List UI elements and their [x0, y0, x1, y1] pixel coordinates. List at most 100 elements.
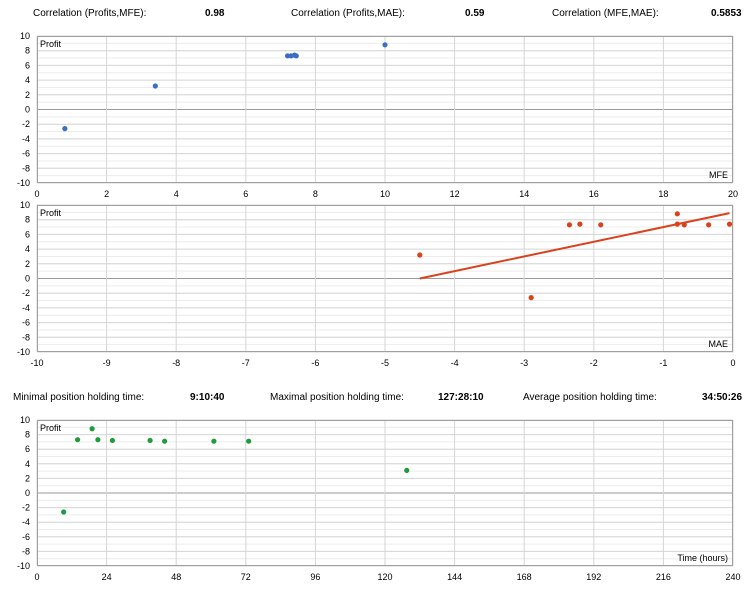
mfe-chart-x-tick-label: 6	[243, 189, 248, 199]
time-chart-x-tick-label: 96	[310, 572, 320, 582]
mfe-chart-point	[152, 83, 158, 89]
mfe-chart-y-tick-label: -6	[22, 149, 30, 159]
corr-profit-mae-value: 0.59	[465, 8, 485, 19]
mfe-chart-point	[293, 53, 299, 59]
mae-chart-x-tick-label: -6	[311, 358, 319, 368]
mae-chart-y-tick-label: 8	[25, 215, 30, 225]
mae-chart-point	[681, 222, 687, 228]
mfe-chart-y-tick-label: 2	[25, 90, 30, 100]
mae-chart-y-tick-label: 6	[25, 229, 30, 239]
corr-profit-mfe-value: 0.98	[205, 8, 225, 19]
mae-chart-point	[566, 222, 573, 228]
mae-chart-x-tick-label: -8	[172, 358, 180, 368]
time-chart-point	[147, 437, 153, 444]
mae-chart-point	[598, 222, 604, 228]
mfe-chart-x-tick-label: 16	[589, 189, 599, 199]
mfe-chart-x-tick-label: 4	[174, 189, 179, 199]
mfe-chart-y-tick-label: 4	[25, 75, 30, 85]
mae-chart-y-tick-label: 0	[25, 274, 30, 284]
mfe-chart-point	[62, 126, 68, 132]
time-chart-x-tick-label: 168	[517, 572, 532, 582]
mae-chart-point	[674, 211, 680, 217]
mae-chart-y-tick-label: 4	[25, 244, 30, 254]
min-holding-label: Minimal position holding time:	[13, 392, 145, 403]
corr-profit-mae-label: Correlation (Profits,MAE):	[291, 8, 405, 19]
mae-chart-x-tick-label: -9	[103, 358, 111, 368]
mae-chart-x-tick-label: -2	[590, 358, 598, 368]
time-chart-y-tick-label: 4	[25, 459, 30, 469]
mfe-chart-x-tick-label: 12	[450, 189, 460, 199]
mae-chart-x-tick-label: -10	[30, 358, 43, 368]
mfe-chart-y-tick-label: -2	[22, 119, 30, 129]
mae-chart-x-tick-label: -3	[520, 358, 528, 368]
time-chart-y-tick-label: 8	[25, 430, 30, 440]
time-chart-x-tick-label: 120	[377, 572, 392, 582]
max-holding-label: Maximal position holding time:	[270, 392, 404, 403]
holding-time-stats: Minimal position holding time: 9:10:40 M…	[0, 390, 754, 408]
time-chart-x-tick-label: 144	[447, 572, 462, 582]
mae-chart-frame	[37, 205, 733, 352]
time-chart-x-tick-label: 0	[34, 572, 39, 582]
correlation-stats: Correlation (Profits,MFE): 0.98 Correlat…	[0, 6, 754, 24]
mae-chart-y-tick-label: 10	[20, 200, 30, 210]
mae-chart-x-axis-label: MAE	[708, 339, 728, 349]
mfe-chart-frame	[37, 36, 733, 183]
mfe-chart-y-tick-label: 8	[25, 46, 30, 56]
time-chart-y-tick-label: -8	[22, 546, 30, 556]
time-chart-y-tick-label: -6	[22, 532, 30, 542]
mfe-chart-x-tick-label: 0	[34, 189, 39, 199]
mfe-chart-y-tick-label: 6	[25, 60, 30, 70]
mfe-chart-y-tick-label: -4	[22, 134, 30, 144]
mae-chart-x-tick-label: 0	[730, 358, 735, 368]
time-chart-y-tick-label: 6	[25, 444, 30, 454]
time-chart-point	[109, 437, 115, 444]
time-chart-y-tick-label: 0	[25, 488, 30, 498]
mfe-chart-x-axis-label: MFE	[709, 170, 728, 180]
corr-mfe-mae-value: 0.5853	[711, 8, 742, 19]
mae-chart-point	[577, 221, 583, 227]
mae-chart-point	[726, 221, 733, 227]
avg-holding-label: Average position holding time:	[523, 392, 657, 403]
min-holding-value: 9:10:40	[190, 392, 225, 403]
time-chart-frame	[37, 420, 733, 566]
time-chart-y-tick-label: -4	[22, 517, 30, 527]
mfe-chart-y-tick-label: 0	[25, 105, 30, 115]
mfe-chart-x-tick-label: 18	[658, 189, 668, 199]
time-chart-x-tick-label: 72	[241, 572, 251, 582]
mfe-chart-y-tick-label: -8	[22, 163, 30, 173]
time-chart-x-axis-label: Time (hours)	[677, 553, 728, 563]
mae-chart-x-tick-label: -5	[381, 358, 389, 368]
max-holding-value: 127:28:10	[438, 392, 484, 403]
time-chart-point	[75, 437, 81, 443]
mae-chart-x-tick-label: -4	[451, 358, 459, 368]
mae-chart-y-tick-label: -10	[17, 347, 30, 357]
time-chart-point	[404, 467, 410, 473]
mae-chart-y-tick-label: -6	[22, 318, 30, 328]
mfe-chart-x-tick-label: 8	[313, 189, 318, 199]
mae-chart-x-tick-label: -7	[242, 358, 250, 368]
mfe-chart-x-tick-label: 20	[728, 189, 738, 199]
corr-mfe-mae-label: Correlation (MFE,MAE):	[552, 8, 659, 19]
time-chart-x-tick-label: 216	[656, 572, 671, 582]
time-chart: 10 8 6 4 2 0 -2 -4 -6 -8 -10 0 24 48 72 96 120 144 168 192 2…	[17, 415, 741, 582]
time-chart-y-tick-label: 10	[20, 415, 30, 425]
mfe-chart-x-tick-label: 2	[104, 189, 109, 199]
mae-chart-point	[706, 222, 712, 228]
avg-holding-value: 34:50:26	[702, 392, 743, 403]
mae-chart-point	[674, 221, 680, 227]
time-chart-x-tick-label: 192	[586, 572, 601, 582]
mfe-chart-y-axis-label: Profit	[40, 39, 62, 49]
mfe-chart-y-tick-label: -10	[17, 178, 30, 188]
mae-chart-y-tick-label: -4	[22, 303, 30, 313]
time-chart-point	[162, 438, 168, 444]
time-chart-x-tick-label: 240	[725, 572, 740, 582]
time-chart-point	[89, 426, 95, 432]
mfe-chart-y-tick-label: 10	[20, 31, 30, 41]
mae-chart-y-tick-label: -2	[22, 288, 30, 298]
time-chart-x-tick-label: 48	[171, 572, 181, 582]
mae-chart-y-tick-label: 2	[25, 259, 30, 269]
mfe-chart-x-tick-label: 14	[519, 189, 529, 199]
